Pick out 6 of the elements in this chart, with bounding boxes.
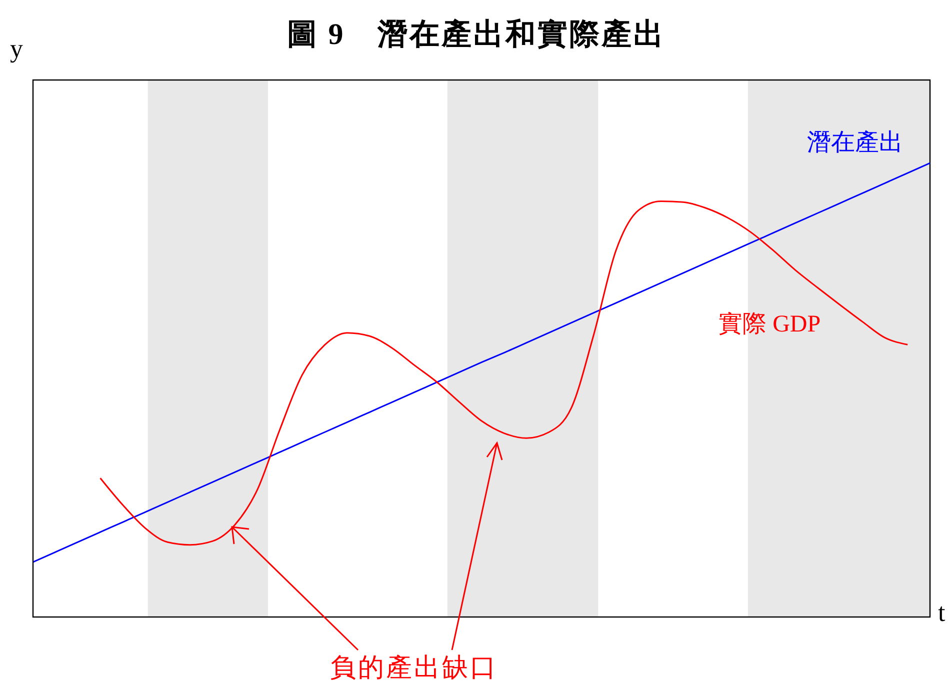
series-label: 實際 GDP bbox=[718, 312, 821, 338]
y-axis-title: y bbox=[10, 34, 23, 64]
x-axis-title: t bbox=[938, 598, 946, 628]
text: 負的產出缺口 bbox=[330, 652, 498, 684]
series-label: 潛在產出 bbox=[807, 130, 903, 156]
chart-title: 圖 9 潛在產出和實際產出 bbox=[286, 18, 666, 51]
